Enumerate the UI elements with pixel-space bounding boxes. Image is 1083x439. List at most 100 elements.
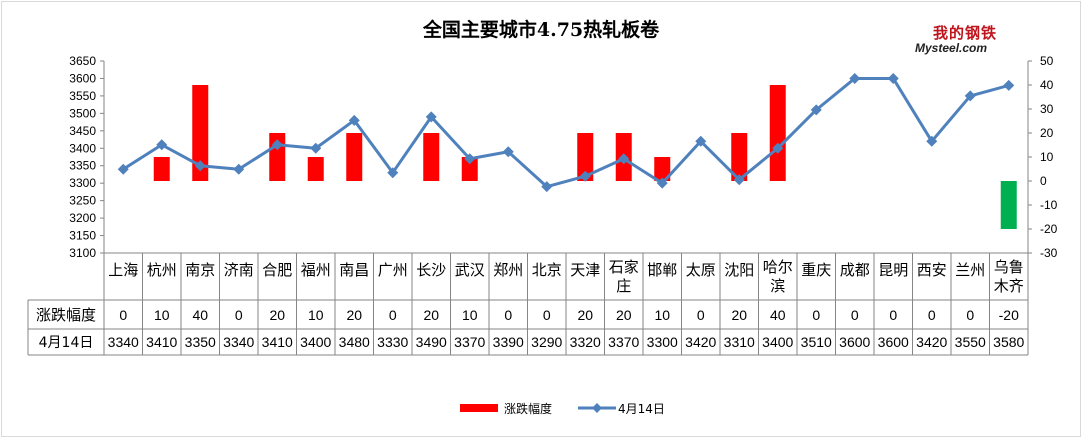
table-cell: 3390 bbox=[493, 334, 524, 350]
table-cell: 3420 bbox=[916, 334, 947, 350]
legend-label-bar: 涨跌幅度 bbox=[504, 402, 553, 416]
x-tick-label: 上海 bbox=[108, 261, 138, 279]
line-point bbox=[271, 139, 283, 151]
table-cell: 3310 bbox=[724, 334, 755, 350]
line-point bbox=[772, 142, 784, 154]
table-cell: 10 bbox=[654, 307, 670, 323]
table-cell: 0 bbox=[543, 307, 551, 323]
x-tick-label-line2: 庄 bbox=[616, 277, 631, 295]
legend-label-line: 4月14日 bbox=[618, 402, 665, 416]
table-cell: 20 bbox=[423, 307, 439, 323]
table-cell: 20 bbox=[577, 307, 593, 323]
line-point bbox=[1003, 79, 1015, 91]
x-tick-label: 福州 bbox=[301, 261, 331, 279]
table-cell: 3340 bbox=[108, 334, 139, 350]
y-right-tick-label: -30 bbox=[1040, 246, 1058, 260]
x-tick-label: 杭州 bbox=[147, 261, 177, 279]
line-point bbox=[964, 90, 976, 102]
y-right-tick-label: 30 bbox=[1040, 102, 1054, 116]
chart-title: 全国主要城市4.75热轧板卷 bbox=[422, 18, 660, 41]
x-tick-label: 南京 bbox=[185, 261, 215, 279]
table-cell: 10 bbox=[462, 307, 478, 323]
table-cell: 10 bbox=[154, 307, 170, 323]
line-point bbox=[502, 146, 514, 158]
y-right-tick-label: 50 bbox=[1040, 54, 1054, 68]
x-tick-label-line1: 哈尔 bbox=[763, 258, 793, 276]
line-point bbox=[387, 167, 399, 179]
x-tick-label: 西安 bbox=[917, 261, 947, 279]
y-left-tick-label: 3450 bbox=[69, 124, 96, 138]
line-point bbox=[310, 142, 322, 154]
table-cell: 3580 bbox=[993, 334, 1024, 350]
x-tick-label: 武汉 bbox=[455, 261, 485, 279]
bar bbox=[423, 133, 440, 181]
x-tick-label-line1: 石家 bbox=[609, 258, 639, 276]
y-right-tick-label: -20 bbox=[1040, 222, 1058, 236]
table-cell: 3480 bbox=[339, 334, 370, 350]
logo-en: Mysteel.com bbox=[915, 41, 988, 55]
line-point bbox=[849, 72, 861, 84]
y-left-tick-label: 3600 bbox=[69, 71, 96, 85]
y-left-tick-label: 3650 bbox=[69, 54, 96, 68]
x-tick-label: 兰州 bbox=[955, 261, 985, 279]
y-left-tick-label: 3250 bbox=[69, 194, 96, 208]
table-cell: 20 bbox=[616, 307, 632, 323]
y-left-tick-label: 3400 bbox=[69, 141, 96, 155]
y-left-tick-label: 3300 bbox=[69, 176, 96, 190]
bar bbox=[346, 133, 363, 181]
bar bbox=[461, 157, 478, 181]
y-right-tick-label: 10 bbox=[1040, 150, 1054, 164]
table-cell: 20 bbox=[269, 307, 285, 323]
table-cell: 0 bbox=[928, 307, 936, 323]
bar bbox=[769, 85, 786, 181]
table-cell: 3320 bbox=[570, 334, 601, 350]
table-cell: 3420 bbox=[685, 334, 716, 350]
table-cell: 3410 bbox=[262, 334, 293, 350]
bar bbox=[731, 133, 748, 181]
y-right-tick-label: 20 bbox=[1040, 126, 1054, 140]
table-cell: 0 bbox=[966, 307, 974, 323]
y-right-tick-label: 0 bbox=[1040, 174, 1047, 188]
table-cell: 3550 bbox=[955, 334, 986, 350]
x-tick-label: 北京 bbox=[532, 261, 562, 279]
table-cell: 3410 bbox=[146, 334, 177, 350]
mysteel-logo: 我的钢铁 Mysteel.com bbox=[915, 22, 1027, 58]
table-cell: 0 bbox=[812, 307, 820, 323]
x-tick-label-line2: 木齐 bbox=[994, 277, 1024, 295]
table-cell: 40 bbox=[192, 307, 208, 323]
table-cell: 3400 bbox=[300, 334, 331, 350]
x-tick-label: 重庆 bbox=[801, 261, 831, 279]
x-tick-label: 邯郸 bbox=[647, 261, 677, 279]
y-right-tick-label: 40 bbox=[1040, 78, 1054, 92]
table-cell: 3510 bbox=[801, 334, 832, 350]
x-tick-label: 郑州 bbox=[493, 261, 523, 279]
line-point bbox=[926, 135, 938, 147]
legend-line-swatch bbox=[578, 403, 616, 413]
x-tick-label: 昆明 bbox=[878, 261, 908, 279]
x-tick-label: 合肥 bbox=[262, 261, 292, 279]
table-cell: 20 bbox=[731, 307, 747, 323]
line-point bbox=[194, 160, 206, 172]
line-point bbox=[579, 170, 591, 182]
table-cell: 3340 bbox=[223, 334, 254, 350]
table-cell: 3300 bbox=[647, 334, 678, 350]
bar bbox=[307, 157, 324, 181]
line-point bbox=[425, 111, 437, 123]
table-row-header: 涨跌幅度 bbox=[36, 306, 96, 324]
line-point bbox=[233, 163, 245, 175]
table-cell: 3290 bbox=[531, 334, 562, 350]
table-cell: 0 bbox=[235, 307, 243, 323]
table-cell: 40 bbox=[770, 307, 786, 323]
table-cell: 0 bbox=[389, 307, 397, 323]
bar bbox=[577, 133, 594, 181]
table-cell: 3350 bbox=[185, 334, 216, 350]
table-cell: 3600 bbox=[839, 334, 870, 350]
table-cell: 0 bbox=[889, 307, 897, 323]
y-left-tick-label: 3150 bbox=[69, 229, 96, 243]
table-cell: 3490 bbox=[416, 334, 447, 350]
table-cell: 0 bbox=[851, 307, 859, 323]
logo-cn: 我的钢铁 bbox=[933, 24, 998, 42]
line-point bbox=[348, 114, 360, 126]
y-right-tick-label: -10 bbox=[1040, 198, 1058, 212]
